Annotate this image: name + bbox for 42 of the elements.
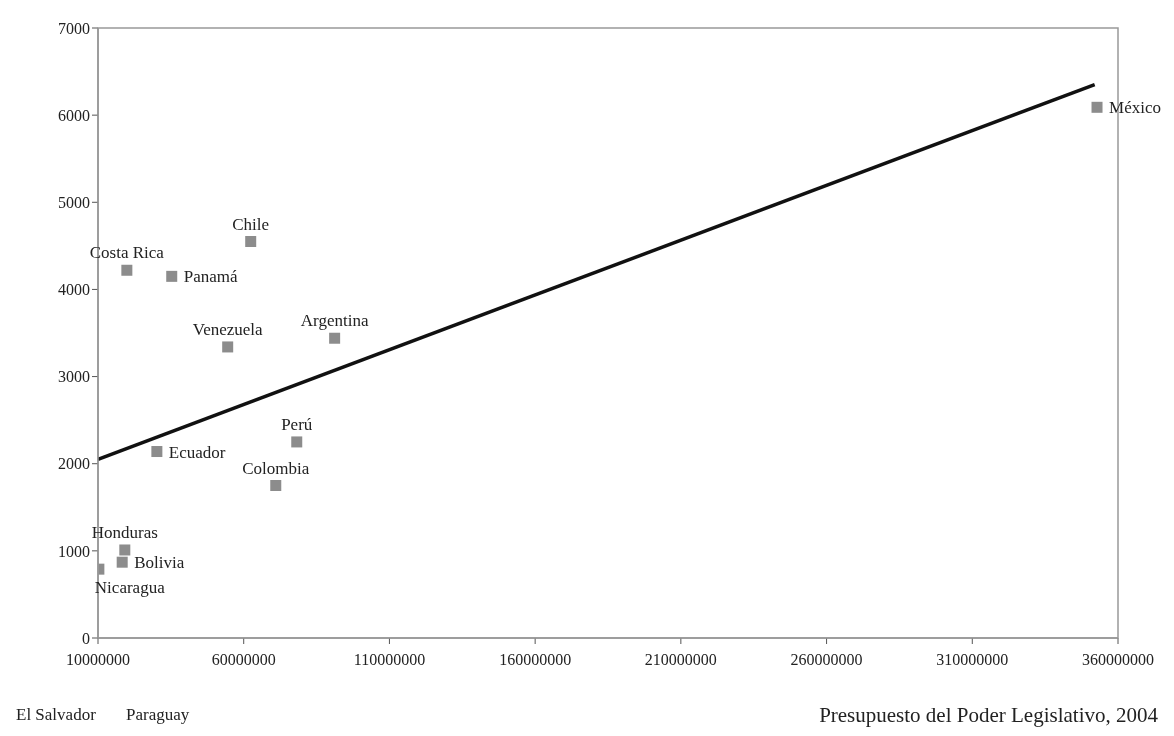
series-label: Chile: [232, 214, 270, 234]
x-tick-label: 310000000: [936, 651, 1009, 669]
point: [291, 436, 303, 448]
y-tick-label: 6000: [58, 106, 90, 124]
x-tick-label: 160000000: [499, 651, 572, 669]
text: Paraguay: [126, 705, 190, 724]
y-tick-label: 4000: [58, 281, 90, 299]
x-tick-label: 360000000: [1082, 651, 1154, 669]
point: [270, 480, 282, 491]
x-tick-label: 10000000: [66, 651, 130, 669]
series-label: Bolivia: [134, 553, 185, 573]
y-tick-label: 1000: [58, 542, 90, 560]
series-label: Colombia: [242, 458, 310, 478]
series-label: Panamá: [183, 267, 238, 287]
point: [1091, 101, 1103, 113]
series-label: Honduras: [91, 522, 158, 542]
x-tick-label: 110000000: [353, 651, 426, 669]
y-tick-label: 7000: [58, 19, 90, 37]
y-tick-label: 2000: [58, 455, 90, 473]
point: [116, 556, 128, 568]
x-tick-label: 210000000: [644, 651, 717, 669]
x-tick-label: 260000000: [790, 651, 863, 669]
series-label: Nicaragua: [94, 578, 166, 598]
y-tick-label: 0: [82, 629, 90, 647]
x-axis-title: Presupuesto del Poder Legislativo, 2004: [819, 703, 1159, 727]
point: [329, 332, 341, 344]
point: [222, 341, 234, 353]
point: [245, 236, 257, 247]
text: El Salvador: [16, 705, 97, 724]
series-label: Argentina: [300, 311, 369, 331]
point: [121, 264, 133, 276]
y-tick-label: 5000: [58, 193, 90, 211]
y-tick-label: 3000: [58, 368, 90, 386]
point: [151, 446, 163, 458]
point: [166, 270, 178, 282]
series-label: Venezuela: [192, 319, 264, 339]
series-label: Costa Rica: [89, 243, 165, 263]
x-tick-label: 60000000: [211, 651, 276, 669]
point: [119, 544, 131, 556]
series-label: Perú: [281, 414, 313, 434]
series-label: Ecuador: [168, 442, 226, 462]
series-label: México: [1109, 98, 1161, 118]
